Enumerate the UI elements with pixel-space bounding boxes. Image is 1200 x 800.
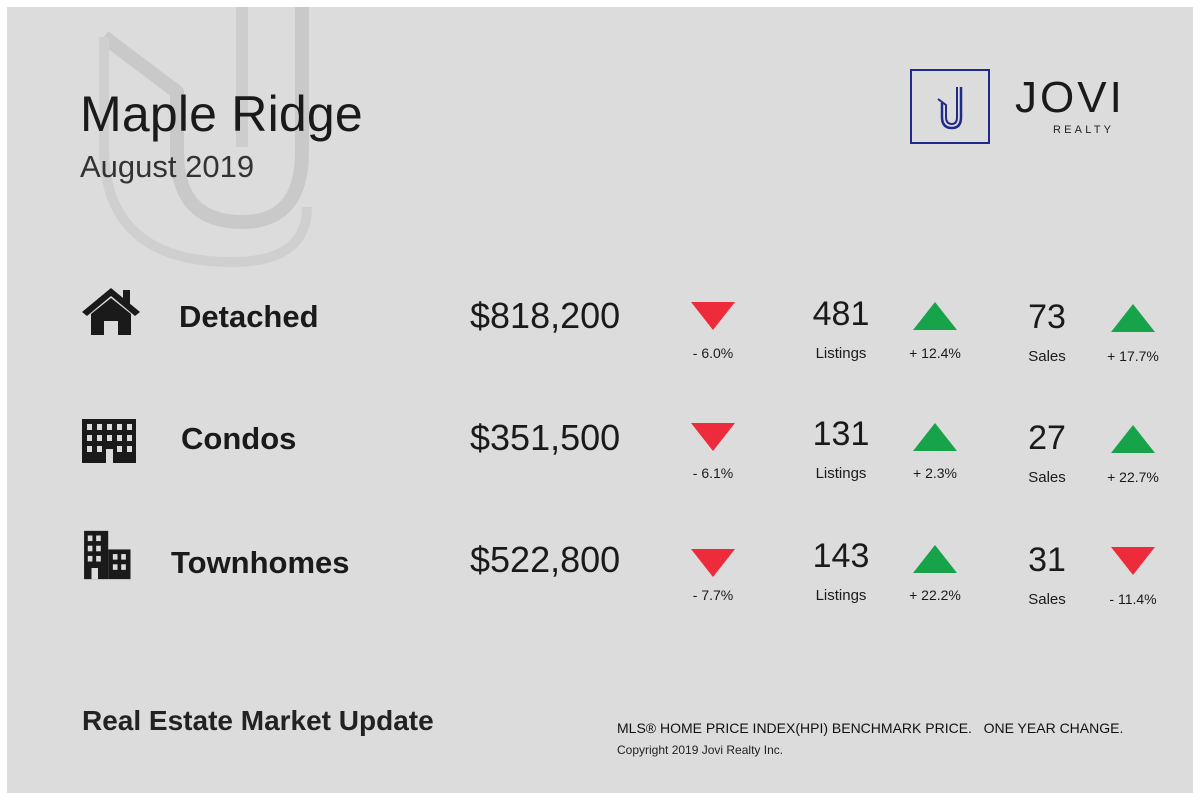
sales-count: 31 [1028,541,1066,579]
listings-label: Listings [815,587,867,604]
listings-change: + 12.4% [909,345,961,361]
down-arrow-icon [691,302,735,330]
benchmark-price: $818,200 [470,295,621,336]
footer-title: Real Estate Market Update [82,705,434,736]
sales-change: + 22.7% [1107,469,1159,485]
logo-subtitle: REALTY [1053,124,1115,136]
price-change: - 7.7% [692,587,734,603]
up-arrow-icon [913,302,957,330]
page-subtitle: August 2019 [80,149,255,184]
down-arrow-icon [1111,547,1155,575]
condo-building-icon [82,419,136,463]
listings-count: 143 [812,537,870,575]
row-type-label: Townhomes [171,545,350,580]
benchmark-price: $522,800 [470,539,621,580]
row-type-label: Condos [181,421,297,456]
up-arrow-icon [913,423,957,451]
watermark-j-icon [99,7,312,268]
row-type-label: Detached [179,299,319,334]
page-title: Maple Ridge [80,86,363,142]
house-icon [82,288,140,335]
down-arrow-icon [691,423,735,451]
up-arrow-icon [913,545,957,573]
down-arrow-icon [691,549,735,577]
market-update-card: Maple Ridge August 2019 JOVI REALTY Deta… [7,7,1193,793]
listings-label: Listings [815,465,867,482]
sales-label: Sales [1028,591,1066,608]
listings-change: + 2.3% [913,465,957,481]
price-change: - 6.1% [692,465,734,481]
townhome-building-icon [84,530,131,580]
benchmark-price: $351,500 [470,417,621,458]
up-arrow-icon [1111,425,1155,453]
listings-count: 131 [812,415,870,453]
sales-change: - 11.4% [1109,591,1157,607]
sales-count: 73 [1028,298,1066,336]
up-arrow-icon [1111,304,1155,332]
footer-note: MLS® HOME PRICE INDEX(HPI) BENCHMARK PRI… [617,720,1124,736]
logo-mark [910,69,990,144]
listings-count: 481 [812,295,870,333]
sales-label: Sales [1028,348,1066,365]
listings-change: + 22.2% [909,587,961,603]
copyright: Copyright 2019 Jovi Realty Inc. [617,743,784,757]
logo-name: JOVI [1015,73,1125,122]
price-change: - 6.0% [692,345,734,361]
logo-j-icon [937,87,963,130]
sales-count: 27 [1028,419,1066,457]
sales-label: Sales [1028,469,1066,486]
listings-label: Listings [815,345,867,362]
sales-change: + 17.7% [1107,348,1159,364]
